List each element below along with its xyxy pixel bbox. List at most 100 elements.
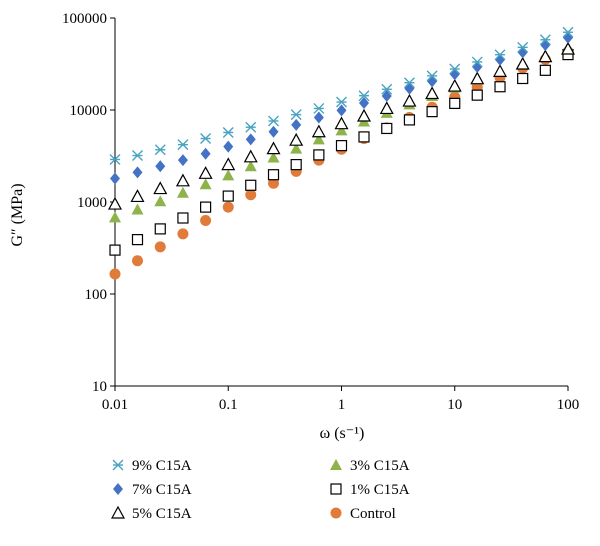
point-5pct-c15a bbox=[470, 71, 485, 85]
legend-label-7pct-c15a: 7% C15A bbox=[132, 482, 192, 498]
y-tick-label: 10000 bbox=[70, 103, 108, 119]
point-5pct-c15a bbox=[289, 132, 304, 146]
point-9pct-c15a bbox=[336, 96, 347, 108]
point-1pct-c15a bbox=[290, 158, 302, 171]
point-3pct-c15a bbox=[131, 203, 144, 215]
point-control bbox=[131, 255, 143, 267]
point-9pct-c15a bbox=[358, 90, 370, 102]
point-5pct-c15a bbox=[515, 56, 530, 70]
legend-label-5pct-c15a: 5% C15A bbox=[132, 506, 192, 522]
point-9pct-c15a bbox=[177, 139, 189, 151]
legend-item-3pct-c15a: 3% C15A bbox=[330, 458, 410, 474]
point-5pct-c15a bbox=[356, 108, 372, 122]
point-1pct-c15a bbox=[471, 89, 483, 101]
point-7pct-c15a bbox=[313, 111, 324, 124]
point-5pct-c15a bbox=[538, 49, 553, 63]
point-7pct-c15a bbox=[132, 166, 143, 179]
y-axis-label: G″ (MPa) bbox=[9, 183, 26, 246]
point-7pct-c15a bbox=[563, 31, 573, 44]
point-9pct-c15a bbox=[403, 77, 415, 89]
point-9pct-c15a bbox=[449, 63, 461, 75]
point-7pct-c15a bbox=[540, 39, 551, 52]
series-1pct-c15a bbox=[109, 49, 574, 256]
point-7pct-c15a bbox=[245, 133, 256, 146]
legend-label-3pct-c15a: 3% C15A bbox=[350, 458, 410, 474]
legend-marker-9pct-c15a bbox=[112, 459, 124, 471]
y-tick-label: 100 bbox=[85, 287, 108, 303]
point-1pct-c15a bbox=[245, 179, 257, 191]
point-9pct-c15a bbox=[426, 70, 438, 82]
point-5pct-c15a bbox=[153, 181, 168, 195]
point-7pct-c15a bbox=[381, 89, 392, 102]
point-7pct-c15a bbox=[336, 104, 347, 117]
point-9pct-c15a bbox=[494, 49, 506, 61]
point-3pct-c15a bbox=[109, 211, 121, 223]
legend-marker-3pct-c15a bbox=[330, 459, 342, 470]
point-1pct-c15a bbox=[358, 131, 370, 143]
legend-marker-5pct-c15a bbox=[110, 505, 126, 519]
point-1pct-c15a bbox=[335, 140, 348, 152]
y-tick-label: 10 bbox=[92, 379, 107, 395]
point-5pct-c15a bbox=[402, 93, 417, 107]
point-9pct-c15a bbox=[313, 102, 325, 114]
point-9pct-c15a bbox=[132, 150, 143, 162]
x-tick-label: 1 bbox=[338, 397, 346, 413]
point-3pct-c15a bbox=[312, 133, 325, 145]
point-7pct-c15a bbox=[155, 160, 166, 173]
point-1pct-c15a bbox=[403, 114, 416, 126]
point-3pct-c15a bbox=[290, 142, 303, 154]
point-5pct-c15a bbox=[198, 166, 213, 179]
point-9pct-c15a bbox=[471, 56, 483, 68]
x-tick-label: 100 bbox=[557, 397, 580, 413]
point-1pct-c15a bbox=[494, 81, 506, 93]
data-points bbox=[107, 26, 576, 280]
series-3pct-c15a bbox=[109, 41, 574, 223]
point-9pct-c15a bbox=[290, 109, 302, 121]
point-9pct-c15a bbox=[268, 115, 280, 127]
point-control bbox=[200, 214, 212, 226]
x-tick-label: 0.01 bbox=[102, 397, 128, 413]
tick-labels: 10 100 1000 10000 100000 0.01 0.1 1 10 100 bbox=[62, 11, 579, 413]
point-7pct-c15a bbox=[268, 125, 279, 138]
point-control bbox=[109, 268, 121, 280]
point-1pct-c15a bbox=[222, 190, 234, 202]
point-5pct-c15a bbox=[311, 124, 326, 138]
point-7pct-c15a bbox=[291, 118, 302, 131]
legend-item-9pct-c15a: 9% C15A bbox=[112, 458, 192, 474]
point-1pct-c15a bbox=[313, 149, 325, 161]
point-7pct-c15a bbox=[200, 147, 211, 160]
point-1pct-c15a bbox=[539, 64, 551, 76]
legend-marker-7pct-c15a bbox=[113, 483, 123, 495]
point-1pct-c15a bbox=[449, 97, 461, 109]
point-5pct-c15a bbox=[447, 78, 462, 92]
x-axis-label: ω (s⁻¹) bbox=[320, 425, 365, 442]
point-control bbox=[154, 241, 166, 253]
point-9pct-c15a bbox=[109, 153, 121, 165]
point-control bbox=[177, 228, 189, 240]
y-tick-label: 100000 bbox=[62, 11, 107, 27]
point-7pct-c15a bbox=[110, 172, 120, 185]
point-3pct-c15a bbox=[244, 160, 257, 172]
x-tick-label: 0.1 bbox=[219, 397, 238, 413]
point-1pct-c15a bbox=[109, 244, 121, 256]
point-3pct-c15a bbox=[222, 169, 235, 181]
point-control bbox=[222, 201, 234, 213]
point-5pct-c15a bbox=[243, 149, 258, 163]
point-7pct-c15a bbox=[427, 75, 438, 88]
point-3pct-c15a bbox=[335, 124, 348, 136]
point-5pct-c15a bbox=[107, 196, 123, 210]
series-5pct-c15a bbox=[107, 41, 576, 210]
point-7pct-c15a bbox=[177, 154, 188, 167]
point-1pct-c15a bbox=[200, 201, 212, 213]
legend-item-1pct-c15a: 1% C15A bbox=[330, 482, 410, 498]
point-5pct-c15a bbox=[493, 64, 508, 77]
point-5pct-c15a bbox=[379, 101, 394, 115]
point-1pct-c15a bbox=[267, 169, 280, 181]
x-tick-label: 10 bbox=[447, 397, 462, 413]
point-7pct-c15a bbox=[223, 140, 234, 153]
point-5pct-c15a bbox=[175, 173, 190, 187]
legend-marker-control bbox=[330, 507, 342, 519]
point-1pct-c15a bbox=[381, 122, 393, 135]
legend-marker-1pct-c15a bbox=[330, 483, 342, 495]
